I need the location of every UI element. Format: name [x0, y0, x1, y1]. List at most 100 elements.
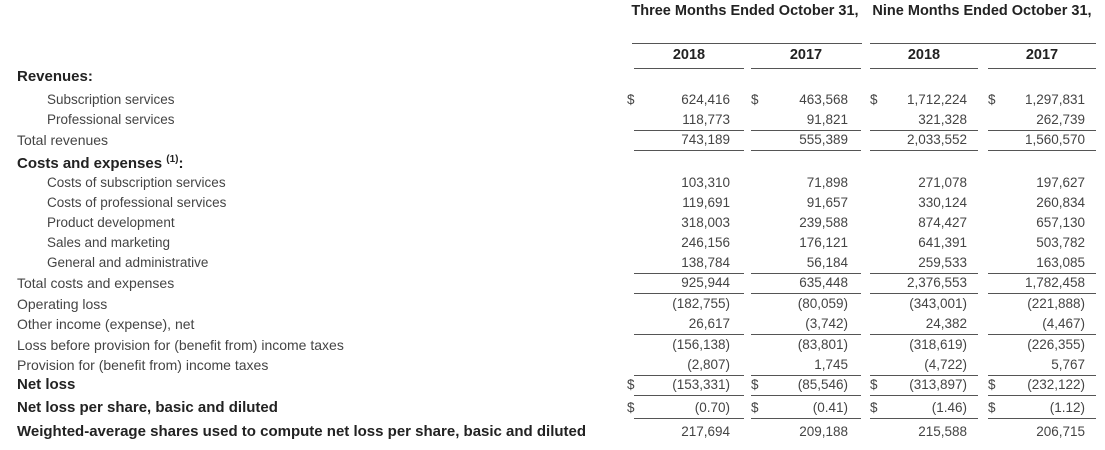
- total-rule: [634, 273, 744, 274]
- total-rule: [634, 293, 744, 294]
- row-label: Net loss per share, basic and diluted: [17, 399, 278, 417]
- value-cell: 1,782,458: [1024, 275, 1085, 290]
- value-cell: (0.41): [812, 400, 848, 415]
- total-rule: [988, 293, 1096, 294]
- value-cell: 119,691: [682, 195, 730, 210]
- row-label-text: Weighted-average shares used to compute …: [17, 423, 587, 440]
- header-nine-months: Nine Months Ended October 31,: [872, 3, 1092, 19]
- currency-symbol: $: [870, 400, 878, 415]
- total-rule: [751, 375, 861, 376]
- value-cell: (1.46): [931, 400, 967, 415]
- header-rule-nine-months: [870, 43, 1096, 44]
- value-cell: (226,355): [1027, 337, 1085, 352]
- value-cell: 641,391: [918, 235, 967, 250]
- value-cell: (1.12): [1049, 400, 1085, 415]
- row-label-text: Total revenues: [17, 132, 109, 148]
- currency-symbol: $: [627, 377, 635, 392]
- year-header: 2018: [907, 47, 941, 63]
- header-three-months: Three Months Ended October 31,: [631, 3, 859, 19]
- currency-symbol: $: [751, 92, 759, 107]
- row-label: Costs of subscription services: [47, 174, 226, 192]
- total-rule: [751, 150, 861, 151]
- year-rule: [634, 68, 744, 69]
- row-label: Revenues:: [17, 68, 93, 86]
- currency-symbol: $: [870, 377, 878, 392]
- year-header: 2017: [789, 47, 823, 63]
- row-label: Total costs and expenses: [17, 274, 174, 292]
- currency-symbol: $: [751, 377, 759, 392]
- total-rule: [751, 130, 861, 131]
- value-cell: 2,033,552: [906, 132, 967, 147]
- value-cell: 657,130: [1036, 215, 1085, 230]
- row-label-text: Total costs and expenses: [17, 275, 175, 291]
- total-rule: [870, 395, 978, 396]
- currency-symbol: $: [751, 400, 759, 415]
- value-cell: 26,617: [688, 316, 730, 331]
- currency-symbol: $: [988, 377, 996, 392]
- value-cell: (80,059): [797, 296, 848, 311]
- header-rule-three-months: [632, 43, 862, 44]
- total-rule: [751, 395, 861, 396]
- value-cell: (156,138): [672, 337, 730, 352]
- total-rule: [634, 418, 744, 419]
- total-rule: [751, 293, 861, 294]
- row-label: Weighted-average shares used to compute …: [17, 423, 586, 441]
- value-cell: (318,619): [909, 337, 967, 352]
- value-cell: 1,297,831: [1024, 92, 1085, 107]
- value-cell: 1,712,224: [906, 92, 967, 107]
- value-cell: 246,156: [681, 235, 730, 250]
- label-suffix: :: [178, 155, 184, 172]
- value-cell: 71,898: [806, 175, 848, 190]
- value-cell: 259,533: [918, 255, 967, 270]
- total-rule: [988, 418, 1096, 419]
- row-label: General and administrative: [47, 254, 208, 272]
- total-rule: [988, 334, 1096, 335]
- row-label: Total revenues: [17, 131, 108, 149]
- value-cell: 91,657: [806, 195, 848, 210]
- row-label-text: General and administrative: [47, 255, 209, 270]
- value-cell: 163,085: [1036, 255, 1085, 270]
- value-cell: 209,188: [799, 424, 848, 439]
- value-cell: 103,310: [681, 175, 730, 190]
- total-rule: [870, 130, 978, 131]
- row-label-text: Sales and marketing: [47, 235, 171, 250]
- value-cell: (232,122): [1027, 377, 1085, 392]
- total-rule: [870, 375, 978, 376]
- total-rule: [988, 273, 1096, 274]
- row-label: Loss before provision for (benefit from)…: [17, 336, 344, 354]
- total-rule: [988, 130, 1096, 131]
- value-cell: 318,003: [681, 215, 730, 230]
- total-rule: [988, 150, 1096, 151]
- year-rule: [870, 68, 978, 69]
- row-label-text: Net loss per share, basic and diluted: [17, 399, 278, 416]
- value-cell: 118,773: [682, 112, 730, 127]
- value-cell: 206,715: [1036, 424, 1085, 439]
- total-rule: [751, 334, 861, 335]
- total-rule: [634, 150, 744, 151]
- row-label-text: Costs of subscription services: [47, 175, 226, 190]
- year-rule: [751, 68, 861, 69]
- value-cell: 635,448: [799, 275, 848, 290]
- currency-symbol: $: [870, 92, 878, 107]
- value-cell: 463,568: [799, 92, 848, 107]
- value-cell: (153,331): [672, 377, 730, 392]
- currency-symbol: $: [988, 400, 996, 415]
- value-cell: 1,560,570: [1024, 132, 1085, 147]
- row-label-text: Costs and expenses: [17, 155, 163, 172]
- value-cell: 262,739: [1036, 112, 1085, 127]
- value-cell: 743,189: [681, 132, 730, 147]
- value-cell: (85,546): [797, 377, 848, 392]
- value-cell: 176,121: [799, 235, 848, 250]
- row-label: Product development: [47, 214, 175, 232]
- total-rule: [634, 375, 744, 376]
- year-header: 2017: [1025, 47, 1059, 63]
- row-label: Professional services: [47, 111, 175, 129]
- row-label: Costs and expenses (1):: [17, 151, 183, 173]
- row-label: Subscription services: [47, 91, 175, 109]
- row-label: Costs of professional services: [47, 194, 226, 212]
- row-label: Net loss: [17, 376, 75, 394]
- row-label-text: Operating loss: [17, 296, 108, 312]
- row-label-text: Product development: [47, 215, 175, 230]
- value-cell: 56,184: [806, 255, 848, 270]
- value-cell: (83,801): [797, 337, 848, 352]
